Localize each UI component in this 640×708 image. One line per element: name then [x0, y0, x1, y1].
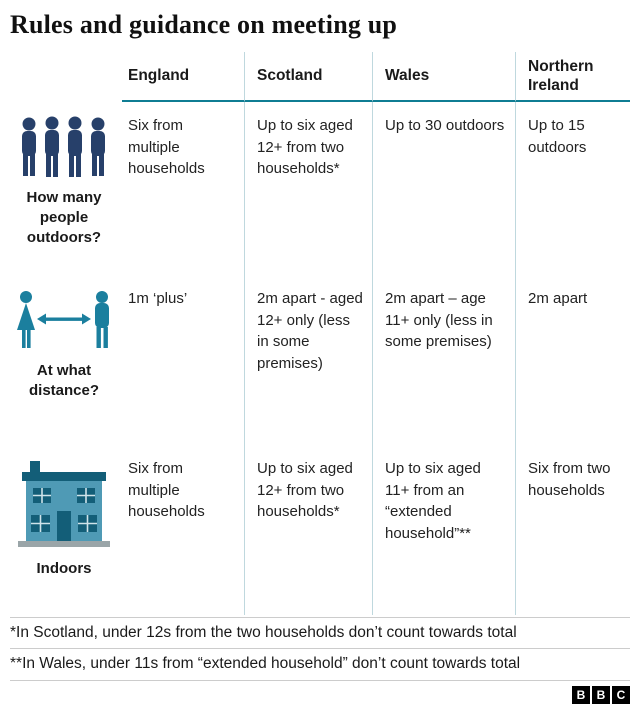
page-title: Rules and guidance on meeting up [10, 10, 398, 39]
row-label-distance: At what distance? [28, 361, 100, 400]
people-group-icon [22, 116, 105, 177]
column-header-scotland: Scotland [244, 51, 372, 102]
cell-indoors-scotland: Up to six aged 12+ from two households* [244, 444, 372, 615]
bbc-logo: B B C [10, 681, 630, 705]
row-header-outdoors: How many people outdoors? [10, 102, 122, 275]
cell-distance-scotland: 2m apart - aged 12+ only (less in some p… [244, 274, 372, 445]
footnote-wales: **In Wales, under 11s from “extended hou… [10, 649, 630, 682]
row-header-distance: At what distance? [10, 275, 122, 445]
cell-outdoors-northern-ireland: Up to 15 outdoors [515, 101, 630, 275]
cell-distance-northern-ireland: 2m apart [515, 274, 630, 445]
house-icon [18, 460, 110, 547]
row-label-indoors: Indoors [36, 559, 92, 577]
footnotes: *In Scotland, under 12s from the two hou… [10, 616, 630, 682]
bbc-logo-letter: B [572, 686, 590, 705]
corner-cell [10, 52, 122, 102]
cell-distance-wales: 2m apart – age 11+ only (less in some pr… [372, 274, 515, 445]
cell-indoors-england: Six from multiple households [128, 459, 205, 521]
cell-indoors-northern-ireland: Six from two households [515, 444, 630, 615]
bbc-logo-letter: C [612, 686, 630, 705]
column-header-northern-ireland: Northern Ireland [515, 51, 630, 102]
row-header-indoors: Indoors [10, 445, 122, 615]
column-header-england: England [122, 52, 244, 102]
cell-outdoors-scotland: Up to six aged 12+ from two households* [244, 101, 372, 275]
cell-indoors-wales: Up to six aged 11+ from an “extended hou… [372, 444, 515, 615]
rules-table: England Scotland Wales Northern Ireland … [10, 51, 630, 615]
bbc-logo-letter: B [592, 686, 610, 705]
cell-distance-england: 1m ‘plus’ [128, 289, 188, 307]
row-label-outdoors: How many people outdoors? [26, 188, 102, 247]
cell-outdoors-england: Six from multiple households [128, 116, 205, 178]
cell-outdoors-wales: Up to 30 outdoors [372, 101, 515, 275]
distance-icon [17, 290, 109, 348]
footnote-scotland: *In Scotland, under 12s from the two hou… [10, 618, 630, 650]
column-header-wales: Wales [372, 51, 515, 102]
